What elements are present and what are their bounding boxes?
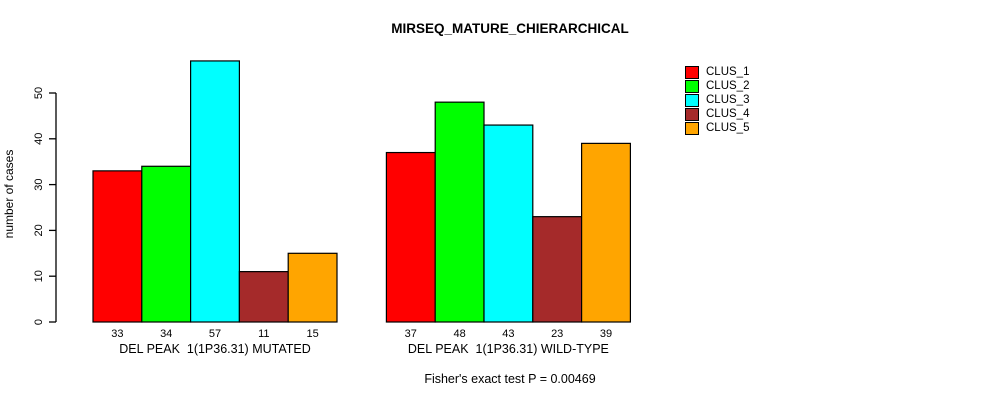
y-axis: 0 10 20 30 40 50 — [33, 87, 57, 325]
legend-item-clus_4: CLUS_4 — [685, 108, 749, 121]
y-tick-label: 20 — [33, 224, 45, 236]
legend-swatch — [685, 80, 699, 93]
legend-label: CLUS_4 — [706, 108, 750, 120]
legend-label: CLUS_5 — [706, 122, 750, 134]
bar-clus_4-group1 — [238, 271, 289, 323]
bar-clus_3-group1 — [190, 60, 241, 323]
group-label: DEL PEAK 1(1P36.31) MUTATED — [119, 342, 311, 356]
bar-value-label: 11 — [258, 328, 269, 340]
legend-label: CLUS_1 — [706, 66, 750, 78]
bar-value-label: 48 — [453, 328, 465, 340]
bar-clus_2-group2 — [434, 101, 485, 323]
bar-value-label: 23 — [551, 328, 563, 340]
bar-value-label: 43 — [502, 328, 514, 340]
bar-clus_3-group2 — [483, 124, 534, 323]
legend-item-clus_3: CLUS_3 — [685, 94, 749, 107]
bar-value-label: 37 — [405, 328, 417, 340]
y-tick-label: 0 — [33, 319, 45, 325]
bar-clus_5-group2 — [580, 142, 631, 323]
group-labels: DEL PEAK 1(1P36.31) MUTATED DEL PEAK 1(1P… — [119, 342, 609, 356]
y-tick-label: 10 — [33, 270, 45, 282]
bar-value-label: 34 — [160, 328, 172, 340]
legend-swatch — [685, 66, 699, 79]
y-tick-label: 30 — [33, 178, 45, 190]
legend-swatch — [685, 122, 699, 135]
bar-value-label: 33 — [111, 328, 123, 340]
legend-swatch — [685, 108, 699, 121]
y-tick-label: 40 — [33, 133, 45, 145]
legend-label: CLUS_3 — [706, 94, 750, 106]
legend-label: CLUS_2 — [706, 80, 750, 92]
legend-swatch — [685, 94, 699, 107]
y-axis-label: number of cases — [2, 150, 16, 239]
caption-fisher-test: Fisher's exact test P = 0.00469 — [424, 372, 595, 386]
bar-clus_1-group2 — [385, 151, 436, 323]
bar-clus_4-group2 — [532, 216, 583, 323]
bar-clus_1-group1 — [92, 170, 143, 323]
bar-value-label: 15 — [306, 328, 318, 340]
legend-item-clus_1: CLUS_1 — [685, 66, 749, 79]
bar-value-label: 39 — [600, 328, 612, 340]
bar-value-label: 57 — [209, 328, 221, 340]
chart-title: MIRSEQ_MATURE_CHIERARCHICAL — [391, 21, 629, 36]
bar-clus_5-group1 — [287, 252, 338, 323]
y-tick-label: 50 — [33, 87, 45, 99]
bar-clus_2-group1 — [141, 165, 192, 323]
legend: CLUS_1 CLUS_2 CLUS_3 CLUS_4 CLUS_5 — [685, 66, 749, 136]
bar-value-labels: 33 34 57 11 15 37 48 43 23 39 — [111, 328, 612, 340]
group-label: DEL PEAK 1(1P36.31) WILD-TYPE — [408, 342, 609, 356]
legend-item-clus_2: CLUS_2 — [685, 80, 749, 93]
legend-item-clus_5: CLUS_5 — [685, 122, 749, 135]
bars-layer — [92, 60, 631, 323]
